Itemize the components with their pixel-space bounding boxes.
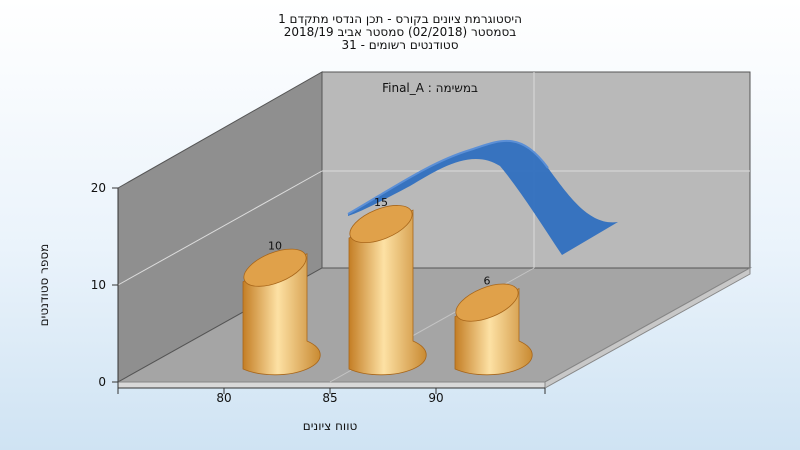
x-tick-label: 80 [216,391,231,405]
bar-data-label: 10 [268,240,282,253]
trend-ribbon [348,140,618,255]
floor-right-edge [544,267,751,389]
trend-ribbon-highlight [347,139,549,215]
grid-line-side [117,170,323,286]
y-tick-label: 10 [91,278,106,292]
bar-data-label: 6 [484,275,491,288]
bar [454,283,533,376]
bars: 10 15 6 [242,196,533,376]
y-tick-label: 0 [98,375,106,389]
bar [242,248,321,376]
y-tick-label: 20 [91,181,106,195]
y-axis-ticks: 0 10 20 [91,181,118,389]
bar [348,205,427,376]
chart-title-line-2: בסמסטר (02/2018) סמסטר אביב 2018/19 [283,25,517,39]
bar-top [243,248,307,287]
y-axis-title: מספר סטודנטים [37,244,51,327]
bar-data-label: 15 [374,196,388,209]
x-tick-label: 90 [428,391,443,405]
x-axis-ticks: 80 85 90 [117,387,546,405]
x-tick-label: 85 [322,391,337,405]
chart-title-line-1: היסטוגרמת ציונים בקורס - תכן הנדסי מתקדם… [278,12,522,26]
inner-series-label: במשימה : Final_A [382,81,478,95]
x-axis-title: טווח ציונים [303,419,358,433]
bar-body [348,209,427,376]
floor-front-edge [117,381,546,389]
bar-top [349,205,413,244]
bar-top [455,283,519,322]
chart-title-line-3: סטודנטים רשומים - 31 [341,38,459,52]
